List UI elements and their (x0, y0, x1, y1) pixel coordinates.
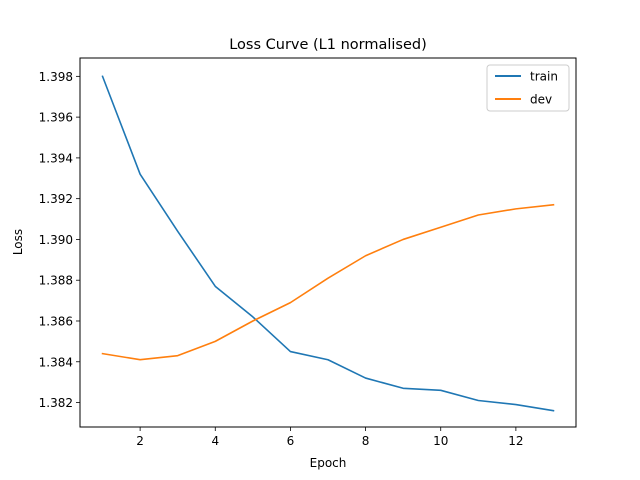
legend-label-dev: dev (530, 93, 552, 107)
y-tick-label: 1.398 (39, 70, 73, 84)
legend: train dev (486, 64, 570, 112)
series-line-train (101, 75, 555, 412)
x-axis-label: Epoch (310, 456, 347, 470)
series-line-dev (101, 203, 555, 361)
x-tick-label: 2 (136, 434, 144, 448)
x-tick-label: 6 (287, 434, 295, 448)
x-tick-label: 10 (433, 434, 448, 448)
y-tick-label: 1.392 (39, 192, 73, 206)
x-tick-label: 4 (211, 434, 219, 448)
axes-frame (79, 57, 577, 428)
y-tick-label: 1.386 (39, 314, 73, 328)
x-tick-label: 12 (508, 434, 523, 448)
y-tick-label: 1.382 (39, 396, 73, 410)
y-tick-label: 1.394 (39, 151, 73, 165)
y-tick-label: 1.390 (39, 233, 73, 247)
plot-area: 2 4 6 8 10 12 1.382 1.384 1.386 1.388 1.390 1.392 1.… (39, 70, 555, 448)
x-tick-label: 8 (362, 434, 370, 448)
legend-label-train: train (530, 70, 558, 84)
y-tick-label: 1.396 (39, 111, 73, 125)
y-tick-label: 1.388 (39, 274, 73, 288)
y-tick-label: 1.384 (39, 355, 73, 369)
chart-title: Loss Curve (L1 normalised) (229, 37, 427, 53)
y-axis-label: Loss (11, 229, 25, 255)
